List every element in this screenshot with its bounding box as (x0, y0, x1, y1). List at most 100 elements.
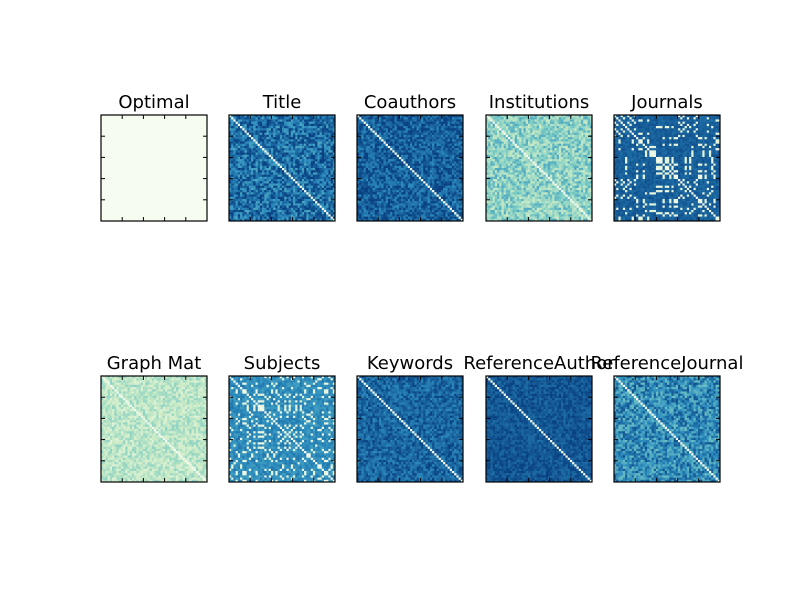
heatmap-cell (418, 174, 422, 178)
heatmap-cell (554, 128, 557, 131)
heatmap-cell (379, 117, 382, 120)
heatmap-cell (374, 194, 378, 197)
heatmap-cell (372, 141, 375, 144)
heatmap-cell (432, 196, 435, 200)
heatmap-cell (253, 161, 256, 164)
heatmap-cell (264, 168, 267, 171)
heatmap-cell (376, 121, 380, 125)
heatmap-cell (229, 170, 232, 173)
heatmap-cell (383, 117, 386, 120)
heatmap-cell (361, 214, 364, 217)
heatmap-cell (323, 123, 327, 127)
heatmap-cell (251, 132, 254, 136)
heatmap-cell (363, 183, 367, 186)
heatmap-cell (390, 143, 393, 147)
heatmap-cell (262, 172, 265, 175)
heatmap-cell (589, 126, 593, 129)
heatmap-cell (412, 205, 415, 208)
heatmap-cell (390, 132, 393, 136)
heatmap-cell (255, 192, 258, 195)
heatmap-cell (257, 187, 261, 191)
heatmap-cell (363, 201, 367, 204)
heatmap-cell (317, 179, 320, 182)
heatmap-cell (332, 168, 336, 171)
heatmap-cell (293, 216, 296, 220)
heatmap-cell (456, 190, 459, 193)
heatmap-cell (248, 123, 252, 127)
heatmap-cell (310, 183, 314, 186)
heatmap-cell (440, 174, 444, 178)
heatmap-cell (561, 119, 564, 122)
heatmap-cell (412, 214, 415, 217)
heatmap-cell (255, 143, 258, 147)
heatmap-cell (523, 119, 526, 122)
heatmap-cell (432, 194, 435, 197)
heatmap-cell (372, 150, 375, 153)
heatmap-cell (365, 150, 369, 153)
heatmap-cell (270, 196, 274, 200)
heatmap-cell (460, 216, 464, 220)
heatmap-cell (539, 126, 542, 129)
heatmap-cell (233, 187, 236, 191)
heatmap-cell (270, 121, 274, 125)
heatmap-cells (229, 115, 336, 222)
heatmap-cell (423, 176, 426, 180)
heatmap-cell (396, 165, 400, 169)
heatmap-cell (251, 179, 254, 182)
heatmap-cell (264, 154, 267, 158)
heatmap-cell (323, 209, 327, 213)
heatmap-cell (268, 187, 272, 191)
heatmap-cell (372, 205, 375, 208)
heatmap-cell (486, 126, 489, 129)
heatmap-cell (229, 163, 232, 167)
heatmap-cell (299, 141, 303, 144)
heatmap-cell (319, 121, 322, 125)
heatmap-cell (244, 209, 247, 213)
heatmap-cell (447, 192, 450, 195)
heatmap-cell (229, 143, 232, 147)
heatmap-cell (282, 203, 285, 206)
heatmap-cell (385, 163, 389, 167)
heatmap-cell (257, 130, 261, 133)
heatmap-cell (255, 176, 258, 180)
heatmap-cell (268, 183, 272, 186)
heatmap-cell (376, 176, 380, 180)
heatmap-cell (251, 170, 254, 173)
heatmap-cell (414, 192, 417, 195)
heatmap-cell (376, 194, 380, 197)
heatmap-cell (282, 170, 285, 173)
heatmap-cell (438, 165, 442, 169)
heatmap-cell (401, 205, 404, 208)
heatmap-cell (412, 163, 415, 167)
heatmap-cell (412, 198, 415, 202)
heatmap-cell (379, 150, 382, 153)
heatmap-cell (440, 183, 444, 186)
heatmap-cell (288, 205, 292, 208)
heatmap-cell (288, 115, 292, 118)
heatmap-cell (290, 119, 294, 122)
heatmap-cell (235, 150, 239, 153)
heatmap-cell (268, 198, 272, 202)
heatmap-cell (363, 128, 367, 131)
heatmap-cell (427, 117, 431, 120)
heatmap-cell (432, 130, 435, 133)
heatmap-cell (381, 126, 384, 129)
heatmap-cell (436, 214, 439, 217)
heatmap-cell (401, 190, 404, 193)
heatmap-cell (286, 163, 289, 167)
heatmap-cell (432, 134, 435, 138)
heatmap-cell (440, 163, 444, 167)
heatmap-cell (279, 198, 283, 202)
heatmap-cell (561, 115, 564, 118)
heatmap-cell (308, 159, 311, 162)
heatmap-cell (370, 145, 373, 149)
heatmap-cell (368, 201, 371, 204)
heatmap-cell (262, 209, 265, 213)
heatmap-cell (255, 216, 258, 220)
heatmap-cell (587, 126, 591, 129)
heatmap-cell (255, 185, 258, 189)
heatmap-cell (381, 201, 384, 204)
heatmap-cell (240, 196, 243, 200)
heatmap-cell (421, 209, 424, 213)
heatmap-cell (290, 196, 294, 200)
